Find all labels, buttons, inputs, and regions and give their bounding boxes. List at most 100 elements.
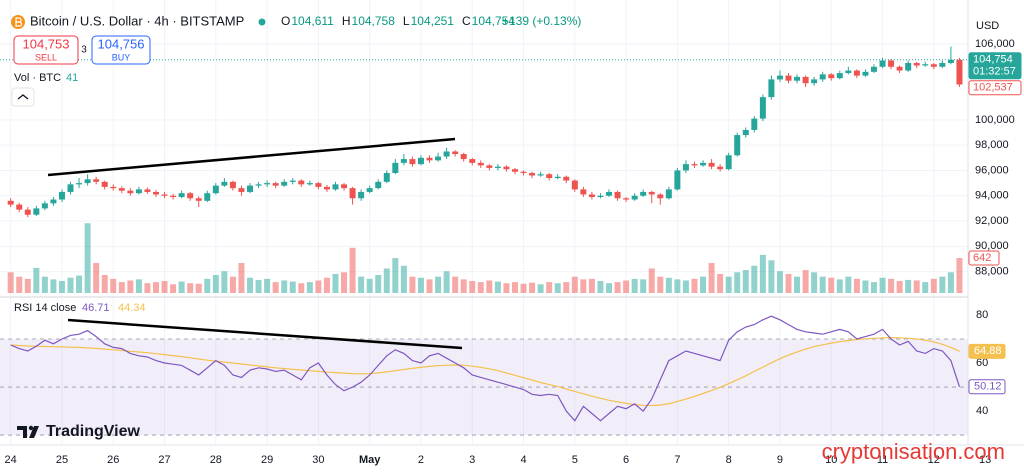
price-badge-countdown: 01:32:57 xyxy=(973,66,1016,78)
candle-body xyxy=(930,64,937,67)
buy-label[interactable]: BUY xyxy=(112,52,131,62)
volume-bar xyxy=(794,276,801,293)
volume-bar xyxy=(161,281,168,293)
candle-body xyxy=(161,194,168,196)
volume-bar xyxy=(41,276,48,293)
volume-bar xyxy=(853,278,860,293)
candle-body xyxy=(247,185,254,192)
volume-bar xyxy=(323,277,330,293)
candle-body xyxy=(862,71,869,76)
candle-body xyxy=(819,74,826,80)
volume-bar xyxy=(913,280,920,293)
candle-body xyxy=(708,162,715,167)
y-tick-label: 92,000 xyxy=(975,215,1009,227)
volume-bar xyxy=(315,280,322,293)
candle-body xyxy=(811,79,818,84)
candle-body xyxy=(529,172,536,176)
volume-bar xyxy=(665,277,672,293)
buy-button[interactable] xyxy=(91,35,151,65)
candle-body xyxy=(469,159,476,163)
volume-bar xyxy=(469,281,476,293)
rsi-badge xyxy=(968,343,1006,359)
logo-text: TradingView xyxy=(46,423,141,440)
volume-bar xyxy=(700,276,707,293)
volume-bar xyxy=(819,276,826,293)
market-open-dot xyxy=(258,18,266,26)
candle-body xyxy=(742,129,749,136)
volume-bar xyxy=(811,272,818,293)
volume-bar xyxy=(785,273,792,293)
candle-body xyxy=(511,169,518,172)
candle-body xyxy=(383,172,390,182)
volume-bar xyxy=(127,280,134,293)
volume-bar xyxy=(7,272,14,293)
volume-badge xyxy=(968,250,1000,266)
x-tick-label: 7 xyxy=(674,454,680,466)
buy-price[interactable]: 104,756 xyxy=(98,36,145,51)
volume-bar xyxy=(144,283,151,293)
x-tick-label: 29 xyxy=(261,454,273,466)
volume-bar xyxy=(836,279,843,293)
sell-price[interactable]: 104,753 xyxy=(23,36,70,51)
volume-bar xyxy=(289,281,296,293)
candle-body xyxy=(640,191,647,196)
candle-body xyxy=(802,76,809,84)
candle-body xyxy=(221,181,228,186)
candle-body xyxy=(597,195,604,198)
volume-bar xyxy=(828,277,835,293)
x-tick-label: 2 xyxy=(418,454,424,466)
volume-bar xyxy=(939,276,946,293)
candle-body xyxy=(16,204,23,210)
candle-body xyxy=(272,183,279,186)
x-tick-label: 10 xyxy=(825,454,837,466)
volume-bar xyxy=(452,276,459,293)
candle-body xyxy=(674,170,681,190)
logo-icon xyxy=(17,426,27,438)
y-tick-label: 88,000 xyxy=(975,266,1009,278)
volume-bar xyxy=(477,282,484,293)
candle-body xyxy=(870,66,877,72)
trend-line xyxy=(47,137,456,177)
volume-legend-value: 41 xyxy=(66,72,78,84)
volume-bar xyxy=(170,284,177,293)
candle-body xyxy=(888,60,895,67)
y-tick-label: 98,000 xyxy=(975,139,1009,151)
currency: USD xyxy=(976,20,999,32)
candle-body xyxy=(477,162,484,166)
volume-bar xyxy=(768,260,775,293)
candle-body xyxy=(845,70,852,74)
volume-bar xyxy=(460,279,467,293)
x-tick-label: 25 xyxy=(56,454,68,466)
volume-bar xyxy=(349,247,356,293)
legend-key: C xyxy=(462,14,471,28)
sell-label[interactable]: SELL xyxy=(35,52,57,62)
collapse-icon[interactable] xyxy=(17,94,29,100)
volume-bar xyxy=(682,280,689,293)
legend-value: 104,611 xyxy=(291,14,334,28)
candle-body xyxy=(238,188,245,192)
legend-value: 104,758 xyxy=(352,14,396,28)
volume-bar xyxy=(16,276,23,293)
volume-bar xyxy=(888,278,895,293)
volume-badge-label: 642 xyxy=(973,252,991,264)
candle-body xyxy=(323,186,330,190)
volume-bar xyxy=(486,280,493,293)
candle-body xyxy=(571,180,578,190)
candle-body xyxy=(691,164,698,166)
x-tick-label: 28 xyxy=(210,454,222,466)
y-tick-label: 94,000 xyxy=(975,190,1009,202)
candle-body xyxy=(759,97,766,119)
volume-bar xyxy=(597,281,604,293)
candle-body xyxy=(58,191,65,200)
sell-button[interactable] xyxy=(13,35,79,65)
volume-bar xyxy=(187,283,194,293)
volume-bar xyxy=(511,282,518,293)
volume-bar xyxy=(623,280,630,293)
volume-bar xyxy=(93,263,100,293)
candle-body xyxy=(24,209,31,215)
collapse-button[interactable] xyxy=(11,87,35,107)
volume-bar xyxy=(947,272,954,293)
legend-key: O xyxy=(281,14,290,28)
candle-body xyxy=(118,188,125,191)
volume-bar xyxy=(734,272,741,293)
